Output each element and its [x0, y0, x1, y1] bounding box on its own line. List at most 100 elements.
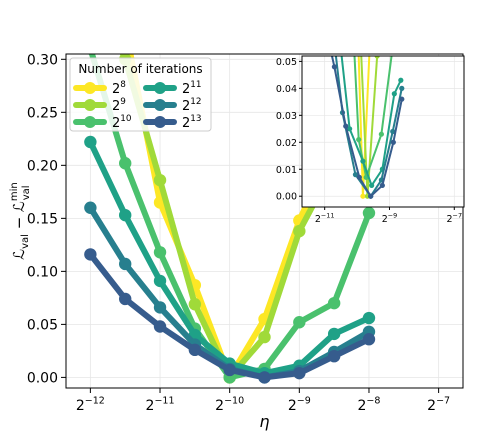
inset-y-ticks: 0.00 0.01 0.02 0.03 0.04 0.05 — [276, 57, 302, 203]
legend-label-3: 211 — [182, 80, 202, 97]
main-axes-frame — [65, 53, 464, 389]
x-tick-label-1-exponent: −11 — [154, 396, 174, 407]
inset-series-point-3-5 — [391, 91, 397, 97]
x-tick-label-4: 2−8 — [357, 396, 380, 414]
y-axis-label: ℒval − ℒminval — [9, 182, 32, 259]
legend-label-2: 210 — [112, 114, 132, 131]
x-tick-label-3: 2−9 — [288, 396, 311, 414]
main-x-ticks: 2−12 2−11 2−10 2−9 2−8 2−7 — [76, 388, 450, 414]
series-point-2-7 — [327, 296, 341, 310]
inset-series-point-4-6 — [399, 85, 405, 91]
inset-series-point-3-1 — [347, 126, 353, 132]
x-tick-label-4-exponent: −8 — [366, 396, 380, 407]
inset-series-point-4-5 — [390, 128, 396, 135]
legend-label-5-exponent: 13 — [190, 114, 201, 124]
series-point-2-1 — [119, 157, 132, 170]
y-axis-label-minus: − ℒ — [10, 201, 28, 234]
legend-label-0-base: 2 — [112, 82, 120, 97]
legend-label-3-base: 2 — [182, 82, 190, 97]
series-point-1-3 — [188, 298, 202, 311]
inset-x-tick-label-0: 2−11 — [315, 212, 335, 225]
series-point-5-3 — [188, 343, 202, 357]
inset-series-point-0-1 — [360, 193, 366, 199]
x-tick-label-5-exponent: −7 — [436, 396, 450, 407]
x-tick-label-1-base: 2 — [146, 398, 155, 414]
inset-series-point-5-3 — [356, 174, 362, 180]
series-point-2-0 — [87, 54, 94, 55]
series-point-2-2 — [153, 246, 167, 259]
series-point-5-8 — [362, 333, 376, 346]
y-axis-label-loss: ℒ — [10, 249, 28, 260]
inset-x-tick-label-1-base: 2 — [382, 214, 388, 225]
legend-label-1-exponent: 9 — [120, 97, 126, 107]
inset-x-tick-label-2-base: 2 — [446, 214, 452, 225]
inset-x-tick-label-1-exponent: −9 — [388, 212, 398, 220]
inset-y-tick-label-3: 0.03 — [276, 111, 297, 122]
series-point-5-1 — [119, 292, 132, 306]
series-line-0 — [127, 54, 338, 381]
inset-series-point-4-0 — [330, 26, 335, 31]
inset-series-point-0-0 — [355, 32, 360, 37]
series-point-5-7 — [327, 349, 341, 363]
inset-y-tick-label-4: 0.04 — [276, 84, 297, 95]
legend-swatch-marker-0 — [84, 82, 96, 94]
x-tick-label-3-exponent: −9 — [297, 396, 311, 407]
legend-swatch-marker-3 — [154, 82, 166, 94]
series-point-5-6 — [293, 366, 306, 380]
inset-series-point-3-3 — [369, 182, 375, 189]
inset-series-point-5-1 — [331, 64, 337, 70]
series-point-5-4 — [223, 363, 236, 377]
series-point-5-2 — [153, 320, 167, 333]
y-tick-label-6: 0.30 — [27, 52, 58, 68]
inset-series-point-2-0 — [351, 40, 356, 45]
inset-series-point-1-2 — [374, 56, 380, 59]
y-tick-label-4: 0.20 — [27, 158, 58, 174]
y-tick-label-5: 0.25 — [27, 105, 58, 121]
series-point-3-2 — [153, 274, 167, 288]
x-tick-label-0: 2−12 — [76, 396, 105, 414]
inset-x-tick-label-0-exponent: −11 — [321, 212, 335, 220]
legend-label-5-base: 2 — [182, 116, 190, 131]
legend-label-2-exponent: 10 — [120, 114, 132, 124]
inset-y-tick-label-2: 0.02 — [276, 138, 297, 149]
legend-label-4-base: 2 — [182, 99, 190, 114]
x-tick-label-5-base: 2 — [427, 398, 436, 414]
inset-series-point-5-2 — [343, 123, 349, 129]
x-tick-label-2-base: 2 — [215, 398, 224, 414]
inset-series-point-2-1 — [356, 136, 362, 143]
legend-swatch-marker-1 — [84, 99, 96, 111]
main-y-ticks: 0.00 0.05 0.10 0.15 0.20 0.25 0.30 — [27, 52, 66, 386]
legend-label-5: 213 — [182, 114, 202, 131]
series-point-2-6 — [293, 316, 306, 329]
series-point-3-7 — [327, 327, 341, 341]
inset-y-tick-label-1: 0.01 — [276, 165, 297, 176]
legend-label-1-base: 2 — [112, 99, 120, 114]
y-tick-label-3: 0.15 — [27, 211, 58, 227]
legend-swatch-marker-4 — [154, 99, 166, 111]
inset-series-point-5-5 — [379, 182, 385, 189]
legend-label-3-exponent: 11 — [190, 80, 201, 90]
series-point-2-8 — [362, 206, 376, 220]
series-point-0-1 — [119, 21, 131, 33]
inset-series-point-5-7 — [399, 96, 405, 102]
inset-series-point-4-2 — [352, 172, 359, 178]
y-tick-label-0: 0.00 — [27, 370, 58, 386]
legend-swatch-marker-2 — [84, 116, 96, 128]
inset-series-point-3-2 — [360, 158, 366, 164]
inset-series-point-0-2 — [367, 37, 372, 42]
legend-title: Number of iterations — [78, 62, 202, 76]
series-point-5-0 — [84, 248, 97, 261]
legend-label-0: 28 — [112, 80, 126, 97]
inset-x-tick-label-0-base: 2 — [315, 214, 321, 225]
legend-label-0-exponent: 8 — [120, 80, 126, 90]
y-axis-label-sup: min — [9, 182, 20, 201]
inset-x-tick-label-2: 2−7 — [446, 212, 462, 225]
series-point-1-2 — [153, 173, 167, 187]
y-tick-label-1: 0.05 — [27, 317, 58, 333]
x-tick-label-3-base: 2 — [288, 398, 297, 414]
legend-swatch-marker-5 — [154, 116, 166, 128]
series-point-3-0 — [84, 135, 97, 149]
inset-series-point-2-4 — [392, 32, 397, 37]
inset-series-point-3-6 — [398, 77, 404, 83]
